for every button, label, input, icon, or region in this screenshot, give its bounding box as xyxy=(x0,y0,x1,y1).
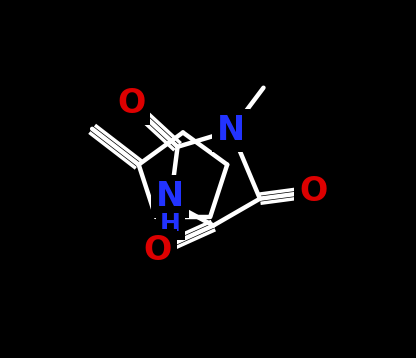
Text: O: O xyxy=(117,87,145,120)
Text: N: N xyxy=(156,180,184,213)
Text: O: O xyxy=(300,175,328,208)
Text: N: N xyxy=(217,114,245,147)
Text: O: O xyxy=(144,234,172,267)
Text: H: H xyxy=(160,212,181,236)
